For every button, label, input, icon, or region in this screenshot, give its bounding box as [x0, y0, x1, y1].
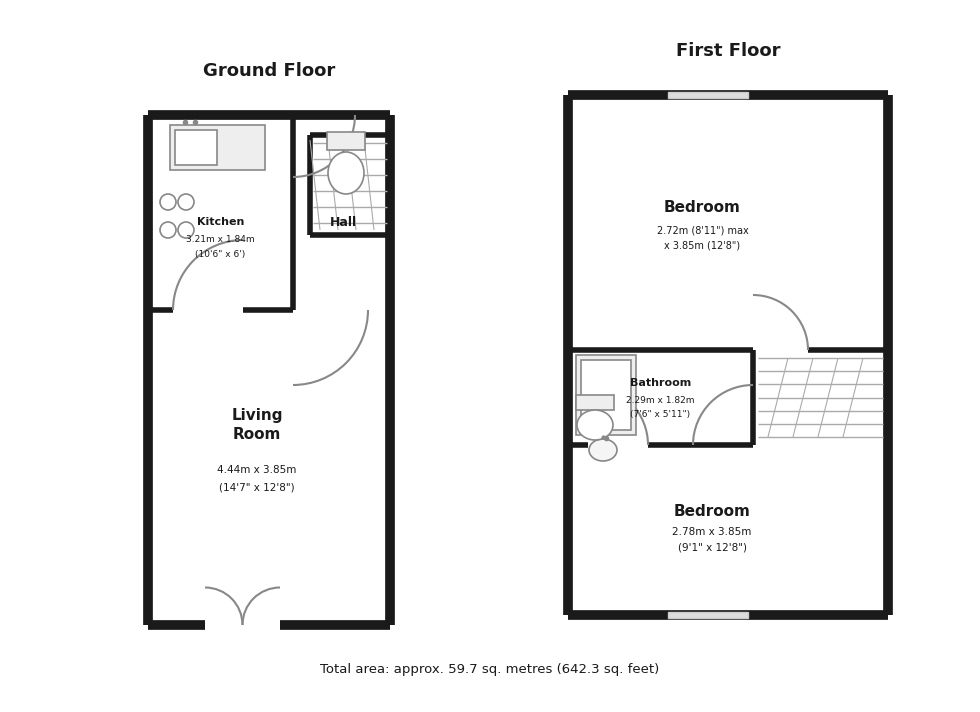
Bar [668, 92, 748, 98]
Text: (9'1" x 12'8"): (9'1" x 12'8") [677, 543, 747, 553]
Text: 3.21m x 1.84m: 3.21m x 1.84m [186, 236, 255, 244]
Text: 4.44m x 3.85m: 4.44m x 3.85m [218, 465, 297, 475]
Text: Ground Floor: Ground Floor [203, 62, 335, 80]
Bar [576, 395, 614, 410]
Text: (10'6" x 6'): (10'6" x 6') [195, 249, 246, 258]
Text: Total area: approx. 59.7 sq. metres (642.3 sq. feet): Total area: approx. 59.7 sq. metres (642… [320, 664, 660, 676]
Bar [170, 125, 265, 170]
Text: First Floor: First Floor [676, 42, 780, 60]
Ellipse shape [328, 152, 364, 194]
Ellipse shape [577, 410, 613, 440]
Text: Bedroom: Bedroom [673, 505, 751, 520]
Text: Hall: Hall [329, 216, 357, 229]
Text: 2.29m x 1.82m: 2.29m x 1.82m [626, 396, 695, 405]
Bar [327, 132, 365, 150]
Ellipse shape [589, 439, 617, 461]
Text: Kitchen: Kitchen [197, 217, 244, 227]
Bar [581, 360, 631, 430]
Text: (7'6" x 5'11"): (7'6" x 5'11") [630, 410, 691, 419]
Text: x 3.85m (12'8"): x 3.85m (12'8") [664, 241, 741, 251]
Bar [175, 130, 217, 165]
Bar [668, 612, 748, 618]
Text: 2.78m x 3.85m: 2.78m x 3.85m [672, 527, 752, 537]
Text: 2.72m (8'11") max: 2.72m (8'11") max [657, 226, 749, 236]
Text: Living
Room: Living Room [231, 408, 282, 442]
Bar [576, 355, 636, 435]
Text: Bathroom: Bathroom [630, 377, 691, 387]
Text: Bedroom: Bedroom [664, 200, 741, 215]
Text: (14'7" x 12'8"): (14'7" x 12'8") [220, 482, 295, 492]
